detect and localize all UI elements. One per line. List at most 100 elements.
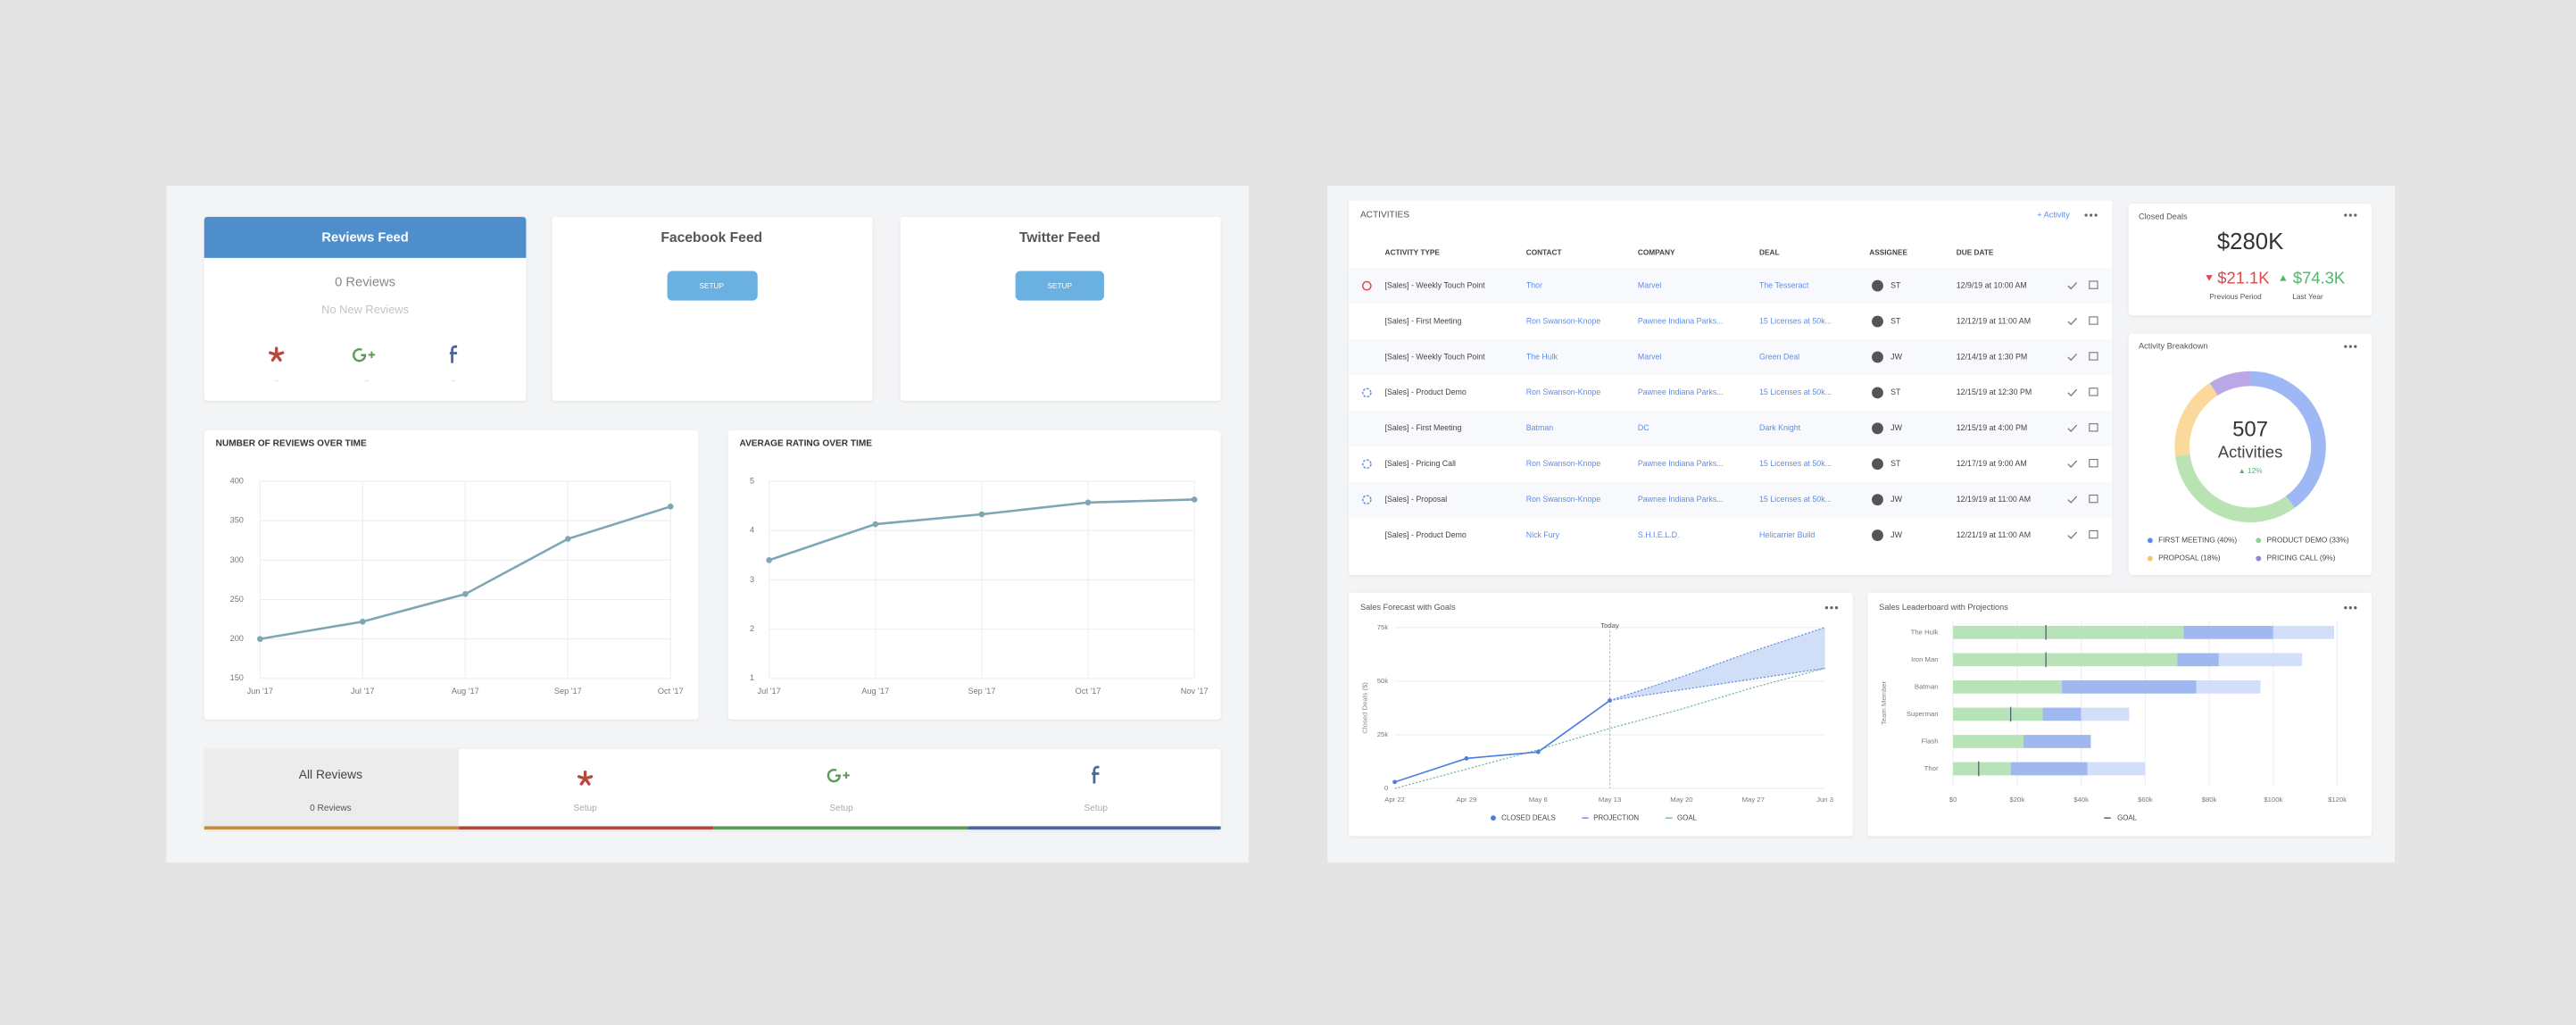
cell: 12/21/19 at 11:00 AM [1957,530,2031,539]
point [1191,496,1198,503]
menu-dot[interactable] [2084,213,2088,217]
bar-segment [2177,653,2219,667]
note-icon[interactable] [2089,388,2098,396]
menu-dot[interactable] [1834,606,1839,610]
menu-dot[interactable] [2354,606,2357,610]
cell[interactable]: 15 Licenses at 50k... [1759,459,1832,468]
y-tick-label: 200 [230,634,244,643]
cell[interactable]: Thor [1526,280,1542,289]
menu-dot[interactable] [2094,213,2098,217]
cell[interactable]: 15 Licenses at 50k... [1759,316,1832,325]
note-icon[interactable] [2089,316,2098,325]
menu-dot[interactable] [2344,606,2347,610]
setup-button[interactable] [1015,271,1104,301]
bar-segment [2183,625,2273,639]
check-icon[interactable] [2067,424,2078,433]
note-icon[interactable] [2089,494,2098,504]
menu-dot[interactable] [2354,213,2357,217]
menu-dot[interactable] [2354,345,2357,348]
point [1392,779,1397,785]
cell[interactable]: Dark Knight [1759,423,1801,432]
menu-dot[interactable] [1830,606,1833,610]
bar-segment [1953,707,2043,721]
cell[interactable]: 15 Licenses at 50k... [1759,495,1832,504]
y-tick-label: Thor [1924,764,1939,772]
cell[interactable]: Pawnee Indiana Parks... [1638,459,1724,468]
cell[interactable]: Ron Swanson-Knope [1526,495,1601,504]
bar-segment [2273,625,2335,639]
note-icon[interactable] [2089,529,2098,539]
cell: 12/12/19 at 11:00 AM [1957,316,2031,325]
tab-setup[interactable]: Setup [573,804,597,813]
legend-label: GOAL [2117,813,2138,821]
cell[interactable]: Pawnee Indiana Parks... [1638,495,1724,504]
cell[interactable]: Ron Swanson-Knope [1526,388,1601,396]
check-icon[interactable] [2067,281,2078,290]
closed-deals-line [1394,699,1611,783]
annotation: Today [1600,621,1619,629]
check-icon[interactable] [2067,460,2078,468]
note-icon[interactable] [2089,459,2098,468]
menu-dot[interactable] [2348,345,2352,348]
tab-setup[interactable]: Setup [829,804,853,813]
card-title: Twitter Feed [1019,230,1101,246]
active-tab[interactable] [204,748,459,830]
assignee: JW [1890,530,1902,539]
check-icon[interactable] [2067,353,2078,362]
source-count: -- [364,377,369,385]
tab-setup[interactable]: Setup [1084,804,1109,813]
legend-dot [1491,815,1496,821]
button-label[interactable]: SETUP [1047,282,1072,290]
cell[interactable]: Marvel [1638,352,1662,361]
menu-dot[interactable] [2348,213,2352,217]
cell: 12/14/19 at 1:30 PM [1957,352,2028,361]
donut-segment [2209,371,2251,396]
y-tick-label: Iron Man [1911,655,1938,663]
menu-dot[interactable] [2344,213,2347,217]
cell[interactable]: Pawnee Indiana Parks... [1638,388,1724,396]
note-icon[interactable] [2089,280,2098,289]
avatar [1872,387,1883,399]
x-tick-label: May 13 [1599,796,1621,804]
cell[interactable]: Marvel [1638,280,1662,289]
legend-dot [2256,555,2262,562]
button-label[interactable]: SETUP [699,282,724,290]
x-tick-label: $120k [2328,796,2347,804]
cell[interactable]: Batman [1526,423,1554,432]
check-icon[interactable] [2067,496,2078,504]
check-icon[interactable] [2067,388,2078,397]
y-tick-label: 4 [750,526,754,535]
note-icon[interactable] [2089,352,2098,361]
cell[interactable]: S.H.I.E.L.D. [1638,530,1680,539]
menu-dot[interactable] [2344,345,2347,348]
up-arrow [2280,275,2287,281]
avatar [1872,458,1883,471]
cell[interactable]: 15 Licenses at 50k... [1759,388,1832,396]
menu-dot[interactable] [2089,213,2093,217]
cell[interactable]: Nick Fury [1526,530,1560,539]
cell[interactable]: DC [1638,423,1649,432]
setup-button[interactable] [667,271,758,301]
column-header: ASSIGNEE [1869,249,1907,257]
x-tick-label: Sep '17 [554,687,582,696]
cell[interactable]: Ron Swanson-Knope [1526,459,1601,468]
cell[interactable]: The Hulk [1526,352,1558,361]
add-activity[interactable]: + Activity [2037,210,2070,219]
cell[interactable]: Pawnee Indiana Parks... [1638,316,1724,325]
cell[interactable]: Helicarrier Build [1759,530,1815,539]
menu-dot[interactable] [2348,606,2352,610]
cell[interactable]: Ron Swanson-Knope [1526,316,1601,325]
check-icon[interactable] [2067,531,2078,539]
tab-underline [968,826,1221,830]
check-icon[interactable] [2067,317,2078,326]
google-icon [827,769,841,783]
note-icon[interactable] [2089,423,2098,432]
cell[interactable]: Green Deal [1759,352,1799,361]
card [204,430,699,720]
cell[interactable]: The Tesseract [1759,280,1809,289]
y-tick-label: 0 [1384,784,1388,792]
bar-segment [1953,625,2184,639]
chart-title: NUMBER OF REVIEWS OVER TIME [216,438,367,448]
menu-dot[interactable] [1824,606,1829,610]
